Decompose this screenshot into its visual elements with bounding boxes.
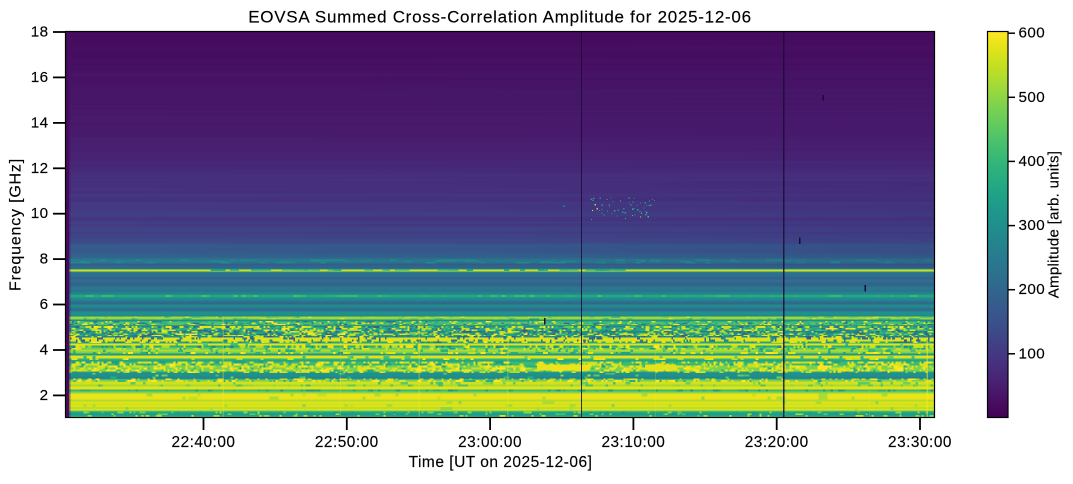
svg-text:23:00:00: 23:00:00: [458, 434, 522, 451]
svg-text:Frequency [GHz]: Frequency [GHz]: [8, 158, 25, 291]
svg-text:200: 200: [1019, 281, 1046, 298]
svg-text:23:20:00: 23:20:00: [745, 434, 809, 451]
svg-text:300: 300: [1019, 217, 1046, 234]
svg-text:6: 6: [40, 296, 49, 313]
svg-text:2: 2: [40, 387, 49, 404]
svg-text:16: 16: [31, 69, 49, 86]
svg-text:14: 14: [31, 114, 49, 131]
svg-text:Time [UT on 2025-12-06]: Time [UT on 2025-12-06]: [409, 454, 593, 471]
svg-text:23:10:00: 23:10:00: [601, 434, 665, 451]
svg-text:10: 10: [31, 205, 49, 222]
svg-text:22:40:00: 22:40:00: [172, 434, 236, 451]
svg-text:600: 600: [1019, 25, 1046, 42]
svg-text:8: 8: [40, 251, 49, 268]
svg-text:400: 400: [1019, 153, 1046, 170]
svg-text:22:50:00: 22:50:00: [315, 434, 379, 451]
svg-text:23:30:00: 23:30:00: [888, 434, 952, 451]
svg-text:4: 4: [40, 342, 49, 359]
svg-text:Amplitude [arb. units]: Amplitude [arb. units]: [1046, 151, 1063, 299]
svg-text:100: 100: [1019, 345, 1046, 362]
svg-text:500: 500: [1019, 89, 1046, 106]
svg-text:12: 12: [31, 160, 49, 177]
svg-text:EOVSA Summed Cross-Correlation: EOVSA Summed Cross-Correlation Amplitude…: [248, 8, 752, 27]
svg-text:18: 18: [31, 24, 49, 41]
